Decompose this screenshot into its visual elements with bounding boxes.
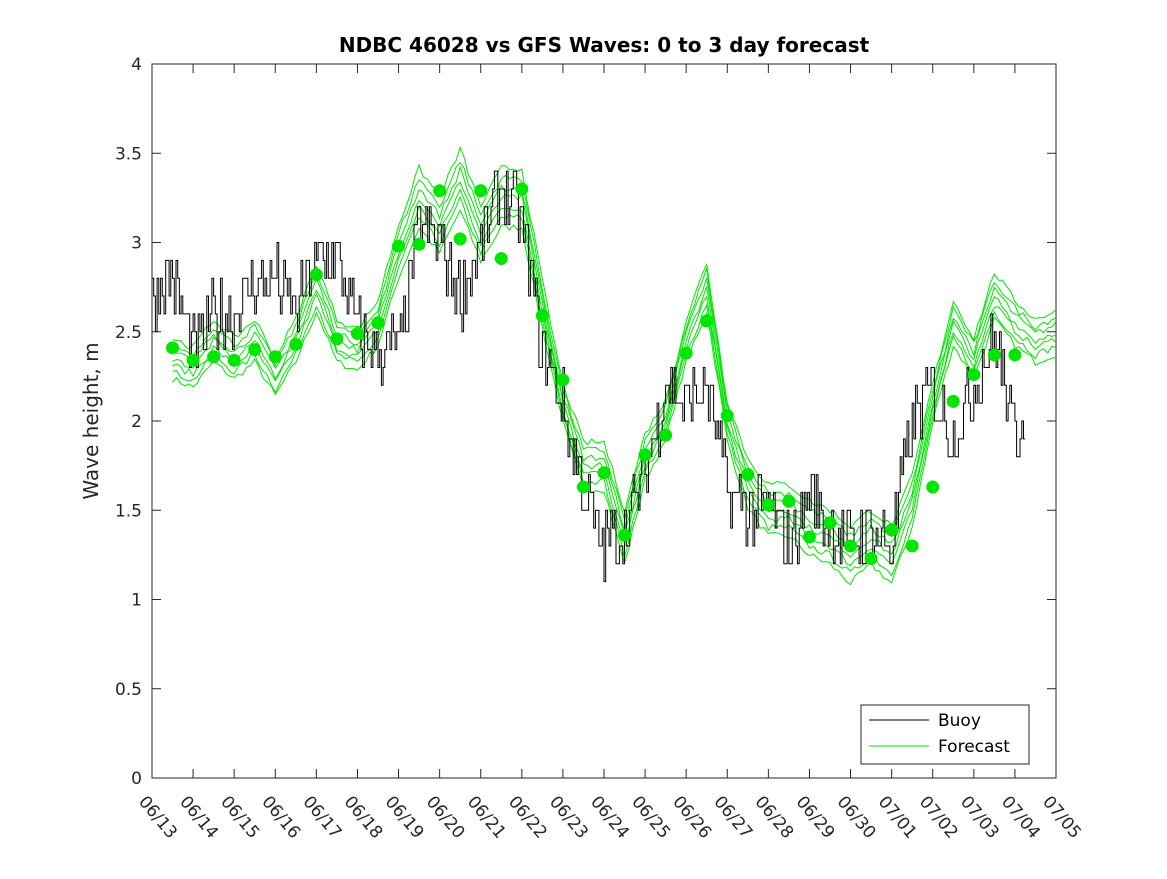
forecast-marker — [166, 341, 180, 355]
forecast-marker — [885, 523, 899, 537]
forecast-run-line — [172, 165, 1057, 546]
x-tick-label: 06/17 — [299, 792, 346, 842]
forecast-marker — [802, 530, 816, 544]
forecast-marker — [515, 182, 529, 196]
x-tick-label: 06/25 — [627, 792, 674, 842]
forecast-marker — [289, 337, 303, 351]
forecast-marker — [659, 428, 673, 442]
forecast-marker — [535, 309, 549, 323]
forecast-marker — [309, 268, 323, 282]
x-tick-label: 06/20 — [422, 792, 469, 842]
forecast-marker — [350, 327, 364, 341]
x-tick-label: 07/02 — [915, 792, 962, 842]
y-tick-label: 3.5 — [115, 144, 142, 164]
forecast-marker — [433, 184, 447, 198]
x-tick-label: 07/03 — [956, 792, 1003, 842]
x-tick-label: 06/27 — [709, 792, 756, 842]
y-tick-label: 0 — [131, 769, 142, 789]
forecast-marker — [207, 350, 221, 364]
y-tick-label: 0.5 — [115, 680, 142, 700]
forecast-marker — [576, 480, 590, 494]
forecast-marker — [1008, 348, 1022, 362]
forecast-marker — [987, 348, 1001, 362]
x-tick-label: 06/18 — [340, 792, 387, 842]
x-tick-label: 07/04 — [997, 792, 1044, 842]
forecast-marker — [186, 353, 200, 367]
forecast-marker — [412, 237, 426, 251]
y-tick-label: 2 — [131, 412, 142, 432]
y-tick-label: 1.5 — [115, 501, 142, 521]
forecast-marker — [227, 353, 241, 367]
x-tick-label: 06/21 — [463, 792, 510, 842]
forecast-run-line — [172, 161, 1057, 538]
y-tick-label: 1 — [131, 591, 142, 611]
x-tick-label: 06/19 — [381, 792, 428, 842]
forecast-run-line — [172, 181, 1057, 559]
x-tick-label: 06/28 — [751, 792, 798, 842]
forecast-marker — [248, 343, 262, 357]
buoy-series-line — [152, 170, 1026, 583]
x-tick-label: 06/16 — [257, 792, 304, 842]
legend-box — [860, 704, 1030, 765]
x-tick-label: 06/22 — [504, 792, 551, 842]
x-tick-label: 06/29 — [792, 792, 839, 842]
legend-buoy-label: Buoy — [938, 711, 981, 731]
forecast-marker — [926, 480, 940, 494]
forecast-marker — [392, 239, 406, 253]
y-axis-label: Wave height, m — [79, 342, 103, 499]
plot-area — [151, 63, 1057, 779]
forecast-marker — [700, 314, 714, 328]
forecast-marker — [967, 368, 981, 382]
forecast-marker — [330, 332, 344, 346]
x-tick-label: 06/13 — [134, 792, 181, 842]
forecast-lines — [172, 146, 1057, 586]
forecast-marker — [905, 539, 919, 553]
forecast-marker — [638, 448, 652, 462]
forecast-marker — [371, 316, 385, 330]
forecast-marker — [782, 494, 796, 508]
forecast-marker — [453, 232, 467, 246]
forecast-marker — [597, 466, 611, 480]
y-tick-label: 2.5 — [115, 323, 142, 343]
forecast-marker — [823, 516, 837, 530]
x-tick-label: 06/30 — [833, 792, 880, 842]
x-tick-label: 06/24 — [586, 792, 633, 842]
x-tick-label: 06/14 — [175, 792, 222, 842]
forecast-marker — [946, 394, 960, 408]
forecast-marker — [864, 551, 878, 565]
forecast-marker — [741, 468, 755, 482]
buoy-line — [152, 170, 1026, 583]
x-tick-label: 06/23 — [545, 792, 592, 842]
forecast-marker — [474, 184, 488, 198]
forecast-marker — [618, 528, 632, 542]
forecast-marker — [720, 409, 734, 423]
forecast-marker — [679, 346, 693, 360]
forecast-marker — [844, 539, 858, 553]
forecast-marker — [761, 498, 775, 512]
legend-forecast-label: Forecast — [938, 737, 1010, 757]
x-tick-label: 07/01 — [874, 792, 921, 842]
forecast-marker — [556, 373, 570, 387]
x-tick-label: 06/26 — [668, 792, 715, 842]
x-tick-label: 06/15 — [216, 792, 263, 842]
forecast-marker — [268, 350, 282, 364]
y-tick-label: 3 — [131, 234, 142, 254]
chart-title: NDBC 46028 vs GFS Waves: 0 to 3 day fore… — [339, 33, 870, 57]
legend: Buoy Forecast — [860, 704, 1030, 765]
forecast-marker — [494, 252, 508, 266]
y-tick-label: 4 — [131, 55, 142, 75]
x-tick-label: 07/05 — [1038, 792, 1085, 842]
forecast-markers — [166, 182, 1022, 565]
